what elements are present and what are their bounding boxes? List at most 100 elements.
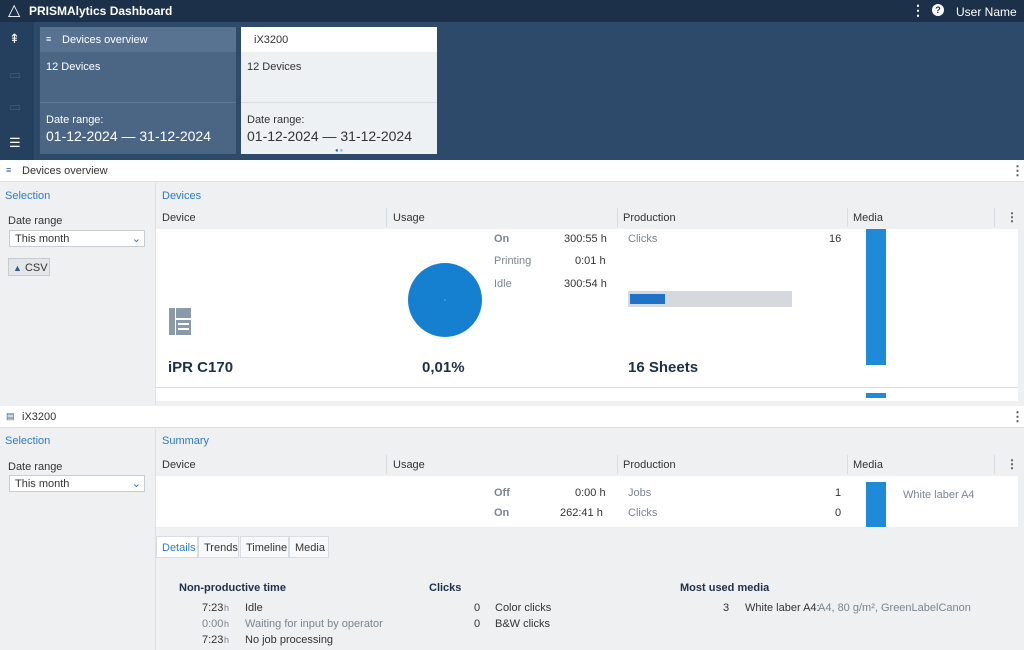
help-icon[interactable]: ?	[932, 4, 944, 16]
date-range-select[interactable]: This month ⌄	[9, 475, 145, 492]
col-usage: Usage	[393, 212, 425, 224]
media-count: 3	[723, 602, 730, 614]
tag-icon[interactable]: ▭	[9, 67, 22, 82]
production-progress-fill	[630, 294, 666, 304]
media-label: White laber A4	[903, 489, 975, 501]
usage-pie-chart	[408, 263, 482, 337]
kebab-menu-icon[interactable]: ⋮	[911, 2, 925, 18]
nonprod-idle-value: 7:23	[202, 602, 224, 614]
tab-media[interactable]: Media	[289, 536, 329, 558]
detail-tabs: Details Trends Timeline Media	[156, 536, 1024, 558]
column-divider	[994, 208, 995, 227]
card-date-label: Date range:	[247, 114, 305, 126]
card-date-value: 01-12-2024 — 31-12-2024	[46, 128, 212, 144]
media-name: White laber A4:	[745, 602, 820, 614]
column-divider	[386, 208, 387, 227]
clicks-label: Clicks	[628, 507, 658, 519]
usage-idle-value: 300:54 h	[564, 278, 607, 290]
section-kebab-icon[interactable]: ⋮	[1011, 409, 1024, 424]
col-usage: Usage	[393, 459, 425, 471]
color-clicks-value: 0	[474, 602, 481, 614]
nonprod-waiting-value: 0:00	[202, 618, 224, 630]
column-header-row: Device Usage Production Media ⋮	[156, 453, 1024, 476]
section-header-devices-overview: ≡ Devices overview ⋮	[0, 160, 1024, 182]
row-divider	[156, 387, 1018, 388]
devices-panel: Devices Device Usage Production Media ⋮ …	[156, 183, 1024, 405]
summary-panel: Summary Device Usage Production Media ⋮ …	[156, 429, 1024, 536]
color-clicks-label: Color clicks	[495, 602, 552, 614]
column-divider	[847, 208, 848, 227]
nonprod-nojob-label: No job processing	[245, 634, 334, 646]
date-range-value: This month	[15, 233, 70, 245]
section-header-ix3200: ▤ iX3200 ⋮	[0, 406, 1024, 428]
csv-label: CSV	[24, 262, 48, 274]
column-divider	[847, 455, 848, 474]
card-title: iX3200	[254, 34, 289, 46]
jobs-label: Jobs	[628, 487, 652, 499]
nonprod-nojob-value: 7:23	[202, 634, 224, 646]
devices-filter-icon[interactable]: ⇞	[9, 31, 20, 46]
card-device-count: 12 Devices	[46, 61, 101, 73]
col-media: Media	[853, 212, 883, 224]
nonprod-waiting-unit: h	[224, 619, 230, 629]
nonprod-idle-unit: h	[224, 603, 230, 613]
card-divider	[241, 102, 437, 103]
top-bar: △ PRISMAlytics Dashboard ⋮ ? User Name	[0, 0, 1024, 22]
tab-timeline[interactable]: Timeline	[240, 536, 289, 558]
printer-icon: ▤	[6, 411, 15, 421]
column-menu-icon[interactable]: ⋮	[1006, 210, 1018, 224]
summary-row[interactable]: Off 0:00 h On 262:41 h Jobs 1 Clicks 0 W…	[156, 476, 1018, 527]
card-ix3200[interactable]: iX3200 12 Devices Date range: 01-12-2024…	[241, 27, 437, 154]
chevron-down-icon: ⌄	[131, 233, 141, 245]
col-device: Device	[162, 212, 196, 224]
carousel-dots[interactable]: ●●	[335, 148, 345, 154]
chevron-down-icon: ⌄	[131, 478, 141, 490]
section-kebab-icon[interactable]: ⋮	[1011, 163, 1024, 178]
card-devices-overview[interactable]: ≡ Devices overview 12 Devices Date range…	[40, 27, 236, 154]
col-device: Device	[162, 459, 196, 471]
section-title: iX3200	[22, 411, 57, 423]
jobs-value: 1	[835, 487, 842, 499]
usage-percent: 0,01%	[422, 359, 465, 376]
printers-icon: ≡	[6, 165, 12, 175]
most-used-media-title: Most used media	[680, 582, 770, 594]
prismalytics-logo-icon: △	[8, 2, 21, 19]
section-title: Devices overview	[22, 165, 108, 177]
date-range-select[interactable]: This month ⌄	[9, 230, 145, 247]
card-date-label: Date range:	[46, 114, 104, 126]
person-icon: ▲	[13, 263, 22, 273]
date-range-value: This month	[15, 478, 70, 490]
usage-on-label: On	[494, 507, 510, 519]
clicks-value: 0	[835, 507, 842, 519]
date-range-label: Date range	[8, 215, 63, 227]
tab-trends[interactable]: Trends	[198, 536, 239, 558]
usage-printing-value: 0:01 h	[575, 255, 606, 267]
user-name-button[interactable]: User Name	[956, 5, 1017, 19]
clicks-title: Clicks	[429, 582, 462, 594]
column-divider	[617, 455, 618, 474]
production-progress-bar	[628, 291, 792, 307]
left-rail: ⇞ ▭ ▭ ☰	[0, 22, 34, 160]
media-description: A4, 80 g/m², GreenLabelCanon	[818, 602, 971, 614]
date-range-label: Date range	[8, 461, 63, 473]
media-bar-next	[866, 393, 886, 398]
bw-clicks-label: B&W clicks	[495, 618, 550, 630]
sheets-count: 16 Sheets	[628, 359, 699, 376]
selection-label: Selection	[5, 190, 51, 202]
csv-export-button[interactable]: ▲ CSV	[8, 258, 50, 276]
details-panel: Non-productive time 7:23 h Idle 0:00 h W…	[156, 558, 1024, 650]
usage-off-value: 0:00 h	[575, 487, 606, 499]
menu-icon[interactable]: ☰	[9, 135, 21, 150]
clicks-label: Clicks	[628, 233, 658, 245]
nonprod-title: Non-productive time	[179, 582, 286, 594]
tab-details[interactable]: Details	[156, 536, 198, 558]
app-title: PRISMAlytics Dashboard	[29, 4, 173, 18]
usage-printing-label: Printing	[494, 255, 532, 267]
selection-label: Selection	[5, 435, 51, 447]
card-title: Devices overview	[62, 34, 148, 46]
nonprod-waiting-label: Waiting for input by operator	[245, 618, 383, 630]
column-menu-icon[interactable]: ⋮	[1006, 457, 1018, 471]
devices-title: Devices	[162, 190, 202, 202]
label-icon[interactable]: ▭	[9, 99, 22, 114]
device-row-ipr-c170[interactable]: iPR C170 0,01% On 300:55 h Printing 0:01…	[156, 229, 1018, 401]
